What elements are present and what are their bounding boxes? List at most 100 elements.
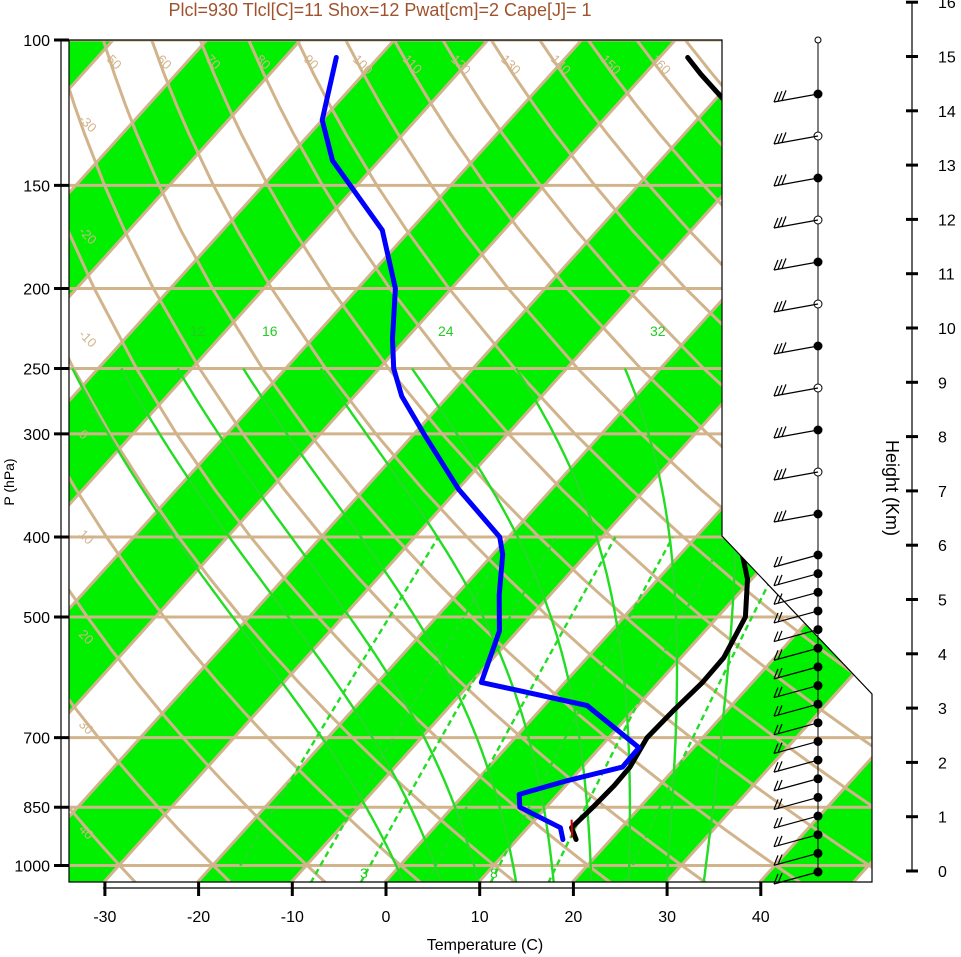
x-tick-label: 10 (471, 909, 489, 926)
wind-barb-feather (777, 705, 783, 716)
wind-barb-shaft (773, 629, 819, 643)
y-tick-label: 300 (23, 427, 50, 444)
wind-barb-shaft (773, 610, 819, 624)
isotherm-line (69, 40, 583, 882)
wind-barb-feather (777, 686, 783, 697)
dry-adiabat-line (69, 40, 707, 882)
wind-barb-feather (773, 594, 779, 605)
wind-barb-shaft (773, 834, 819, 848)
parcel-path-line (570, 819, 574, 838)
dry-adiabat-line (489, 40, 872, 882)
y-tick-label: 700 (23, 731, 50, 748)
height-tick-label: 15 (938, 50, 956, 67)
height-tick-label: 1 (938, 810, 947, 827)
temperature-band (69, 40, 676, 882)
height-axis-title: Height (Km) (882, 440, 902, 536)
wind-barb-feather (773, 469, 779, 481)
wind-barb-feather (773, 687, 779, 698)
wind-barb-feather (781, 174, 787, 185)
wind-barb-feather (773, 780, 779, 791)
height-tick-label: 5 (938, 593, 947, 610)
wind-barb-feather (781, 426, 787, 437)
wind-barb-feather (773, 873, 779, 885)
wind-barb-shaft (773, 471, 819, 481)
wind-barb-feather (777, 667, 783, 679)
wind-barb-feather (777, 216, 783, 228)
wind-barb-feather (777, 342, 783, 354)
dry-adiabat-line (441, 40, 872, 882)
wind-barb-feather (773, 133, 779, 145)
wind-barb-feather (773, 301, 779, 313)
wind-barb-feather (773, 817, 779, 829)
wind-barb-feather (773, 427, 779, 439)
isotherm-line (69, 40, 396, 882)
isotherm-line (665, 40, 872, 882)
mixing-ratio-label: 16 (262, 323, 278, 339)
wind-barb-shaft (773, 513, 819, 523)
wind-barb-shaft (773, 135, 819, 145)
y-axis: 100 150 200 250 300 400 500 700 850 1000 (14, 33, 69, 876)
x-tick-label: 30 (658, 909, 676, 926)
wind-barb-shaft (773, 759, 819, 773)
wind-barb-feather (781, 258, 787, 269)
height-tick-label: 13 (938, 158, 956, 175)
dry-adiabat-line (69, 40, 233, 882)
y-tick-label: 250 (23, 362, 50, 379)
x-tick-label: -10 (281, 909, 304, 926)
dry-adiabat-line (69, 40, 328, 882)
x-tick-label: 40 (752, 909, 770, 926)
mixing-ratio-line (489, 536, 674, 882)
dry-adiabat-line (586, 40, 872, 882)
mixing-ratio-line (309, 536, 513, 882)
moist-adiabat-line (242, 367, 518, 882)
wind-barb-feather (777, 779, 783, 791)
height-tick-label: 7 (938, 484, 947, 501)
y-tick-label: 150 (23, 178, 50, 195)
mixing-ratio-label: 12 (190, 323, 206, 339)
y-axis-title: P (hPa) (1, 458, 17, 505)
moist-adiabat-line (71, 367, 405, 882)
isotherm-line (69, 40, 490, 882)
wind-barb-shaft (773, 303, 819, 313)
wind-barb-feather (773, 799, 779, 810)
mixing-ratio-label: 32 (650, 323, 666, 339)
dry-adiabat-line (150, 40, 872, 882)
moist-adiabat-line (176, 367, 480, 882)
y-tick-label: 850 (23, 800, 50, 817)
height-tick-label: 12 (938, 212, 956, 229)
isotherm-line (69, 40, 302, 882)
isotherm-line (69, 40, 677, 882)
wind-barb-feather (777, 835, 783, 847)
wind-barb-feather (773, 511, 779, 523)
wind-barb-feather (773, 650, 779, 661)
moist-adiabat-line (319, 367, 555, 882)
wind-barb-feather (773, 855, 779, 866)
wind-barb-shaft (773, 852, 819, 866)
wind-barb-shaft (773, 684, 819, 699)
isotherm-line (69, 40, 771, 882)
height-tick-label: 16 (938, 0, 956, 12)
wind-barb-shaft (773, 815, 819, 829)
height-tick-label: 4 (938, 647, 947, 664)
dry-adiabat-line (247, 40, 872, 882)
y-tick-label: 500 (23, 610, 50, 627)
wind-barb-feather (777, 593, 783, 604)
wind-barb-feather (773, 175, 779, 187)
wind-barb-feather (777, 611, 783, 623)
x-tick-label: -30 (93, 909, 116, 926)
y-tick-label: 400 (23, 530, 50, 547)
isotherm-line (571, 40, 872, 882)
wind-barb-feather (773, 91, 779, 103)
y-tick-label: 100 (23, 33, 50, 50)
height-tick-label: 8 (938, 430, 947, 447)
wind-barb-feather (777, 384, 783, 396)
wind-barb-feather (773, 631, 779, 642)
moist-adiabat-line (515, 367, 632, 882)
wind-barb-feather (773, 743, 779, 754)
height-tick-label: 2 (938, 755, 947, 772)
x-axis-title: Temperature (C) (427, 937, 543, 954)
height-tick-label: 10 (938, 321, 956, 338)
mixing-ratio-lines (229, 536, 794, 882)
